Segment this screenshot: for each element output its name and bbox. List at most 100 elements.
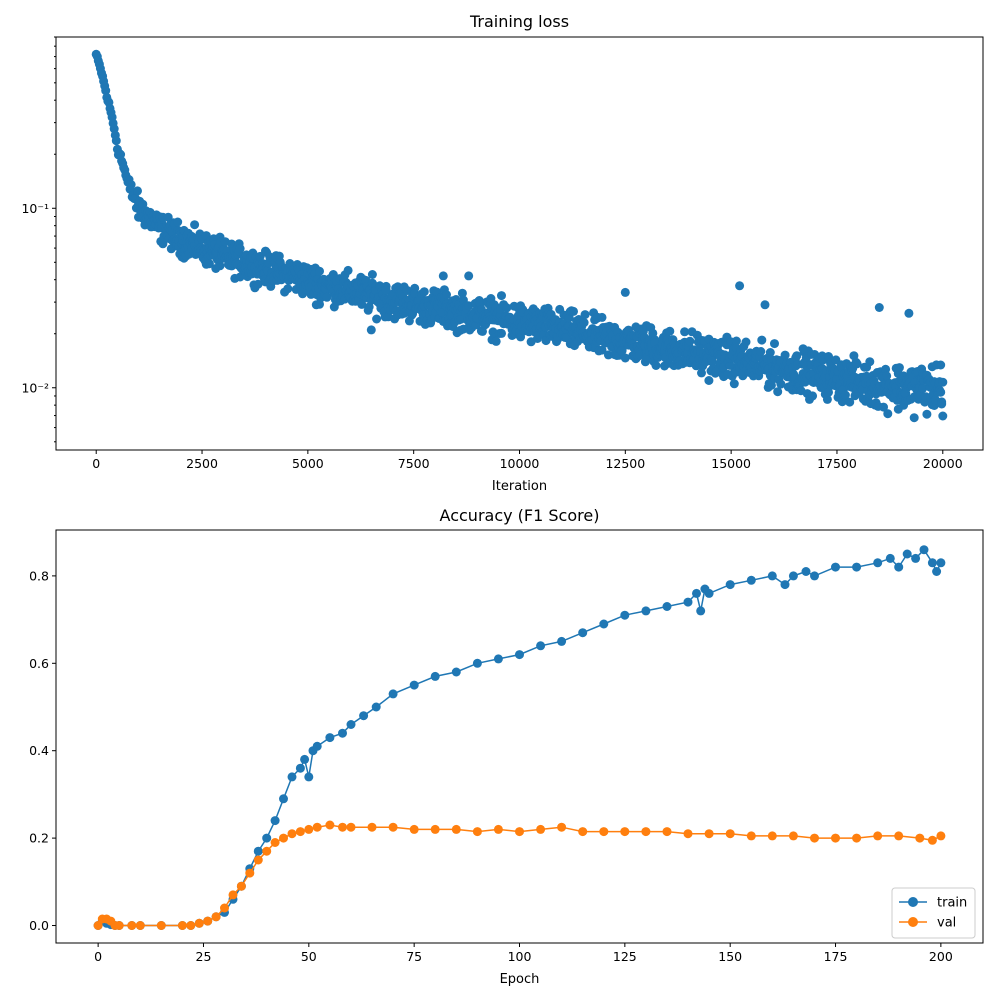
loss-point — [792, 351, 802, 361]
accuracy-x-ticks: 0 25 50 75 100 125 150 175 200 — [94, 943, 953, 964]
accuracy-x-tick-label: 175 — [824, 949, 848, 964]
loss-point — [597, 312, 607, 322]
series-val-point — [704, 829, 714, 839]
loss-point — [126, 180, 136, 190]
accuracy-xlabel: Epoch — [500, 972, 540, 987]
series-val-point — [253, 855, 263, 865]
accuracy-axes-frame — [55, 529, 984, 944]
loss-point — [497, 291, 506, 301]
series-val-point — [388, 822, 398, 832]
loss-x-tick-label: 17500 — [817, 456, 857, 471]
legend-train-marker — [908, 897, 918, 907]
loss-point — [822, 394, 832, 404]
loss-y-tick-label: 10⁻¹ — [21, 201, 49, 216]
legend-val-marker — [908, 917, 918, 927]
loss-point — [776, 379, 786, 389]
legend: train val — [891, 887, 976, 939]
loss-point — [922, 409, 932, 419]
series-train-point — [831, 562, 840, 572]
series-train-point — [927, 558, 937, 568]
legend-val-label: val — [937, 916, 956, 931]
loss-point — [697, 368, 706, 378]
loss-point — [756, 347, 766, 356]
accuracy-y-tick-label: 0.0 — [29, 918, 49, 933]
series-val-point — [915, 833, 925, 843]
series-val — [93, 820, 946, 930]
loss-point — [579, 318, 589, 328]
loss-point — [343, 265, 353, 275]
loss-point — [760, 300, 770, 310]
series-train-point — [253, 846, 263, 856]
series-val-point — [245, 868, 255, 878]
series-train-point — [810, 571, 819, 581]
loss-x-tick-label: 12500 — [605, 456, 645, 471]
series-val-point — [927, 835, 937, 845]
series-val-point — [367, 822, 377, 832]
series-val-point — [451, 824, 461, 834]
series-train-point — [536, 641, 546, 651]
series-val-point — [852, 833, 862, 843]
loss-point — [204, 259, 214, 269]
series-train-point — [902, 549, 912, 559]
loss-points — [91, 49, 948, 423]
loss-point — [936, 360, 946, 370]
loss-point — [798, 344, 808, 354]
loss-point — [111, 136, 121, 146]
loss-point — [725, 360, 735, 370]
series-val-point — [177, 921, 187, 930]
loss-point — [879, 402, 888, 412]
series-val-point — [304, 824, 314, 834]
series-val-point — [287, 829, 297, 839]
accuracy-x-tick-label: 200 — [929, 949, 953, 964]
accuracy-y-tick-label: 0.4 — [29, 743, 49, 758]
series-val-point — [894, 831, 904, 841]
loss-point — [366, 325, 376, 335]
series-val-point — [338, 822, 347, 832]
loss-point — [894, 363, 904, 373]
series-val-point — [831, 833, 840, 843]
accuracy-series — [93, 545, 946, 930]
loss-point — [491, 336, 501, 346]
series-val-point — [93, 921, 103, 930]
series-val-point — [211, 912, 221, 922]
loss-point — [938, 411, 948, 421]
loss-axes-frame — [55, 36, 984, 451]
series-val-point — [683, 829, 693, 839]
loss-point — [741, 337, 751, 347]
series-val-point — [430, 824, 440, 834]
series-val-point — [114, 921, 124, 930]
loss-point — [883, 409, 893, 419]
accuracy-x-tick-label: 0 — [94, 949, 102, 964]
series-train-point — [780, 580, 790, 590]
series-train-point — [725, 580, 735, 590]
series-val-point — [557, 822, 567, 832]
loss-point — [765, 348, 775, 357]
loss-point — [457, 288, 467, 298]
series-val-point — [220, 903, 229, 913]
series-val-point — [873, 831, 883, 841]
loss-point — [617, 346, 627, 356]
series-val-point — [641, 827, 651, 837]
series-train-point — [295, 763, 305, 773]
series-train-point — [300, 754, 310, 764]
loss-x-tick-label: 15000 — [711, 456, 751, 471]
accuracy-x-tick-label: 75 — [406, 949, 422, 964]
loss-point — [311, 300, 321, 310]
series-val-point — [936, 831, 946, 841]
series-train-point — [852, 562, 862, 572]
loss-point — [367, 270, 377, 279]
accuracy-axes: Accuracy (F1 Score) 0 25 50 75 100 125 150 175 2… — [29, 506, 984, 987]
loss-point — [757, 335, 767, 345]
loss-point — [918, 383, 928, 393]
series-train-point — [641, 606, 651, 616]
loss-y-tick-label: 10⁻² — [21, 380, 49, 395]
loss-point — [173, 217, 183, 227]
series-train-point — [919, 545, 929, 555]
series-train-point — [279, 794, 288, 804]
series-train-point — [430, 671, 440, 681]
loss-point — [580, 310, 590, 320]
loss-point — [464, 271, 474, 281]
loss-point — [936, 387, 946, 397]
series-val-point — [127, 921, 137, 930]
